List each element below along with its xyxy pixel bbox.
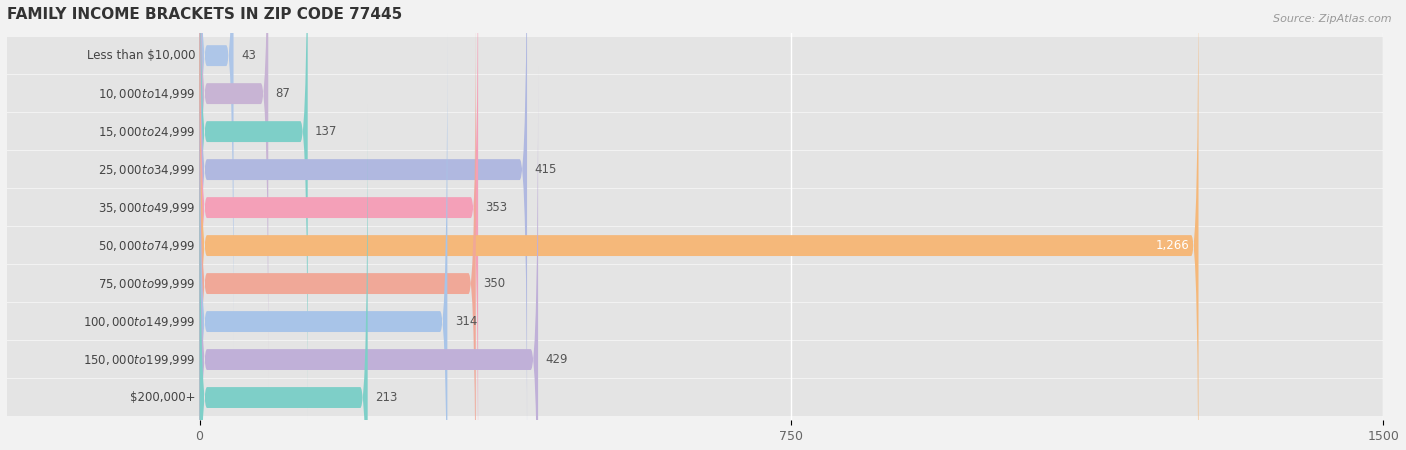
Text: 213: 213 <box>375 391 398 404</box>
Bar <box>7 227 1384 264</box>
Text: Less than $10,000: Less than $10,000 <box>87 49 195 62</box>
Text: $100,000 to $149,999: $100,000 to $149,999 <box>83 315 195 328</box>
Text: 87: 87 <box>276 87 291 100</box>
FancyBboxPatch shape <box>200 0 478 450</box>
Text: 137: 137 <box>315 125 337 138</box>
Text: 1,266: 1,266 <box>1156 239 1189 252</box>
Bar <box>7 113 1384 150</box>
Bar <box>7 303 1384 340</box>
FancyBboxPatch shape <box>200 0 233 349</box>
FancyBboxPatch shape <box>200 28 447 450</box>
Bar <box>7 341 1384 378</box>
FancyBboxPatch shape <box>200 0 527 450</box>
Text: $15,000 to $24,999: $15,000 to $24,999 <box>97 125 195 139</box>
FancyBboxPatch shape <box>200 0 1198 450</box>
Text: $150,000 to $199,999: $150,000 to $199,999 <box>83 352 195 367</box>
Text: 314: 314 <box>454 315 477 328</box>
Text: 429: 429 <box>546 353 568 366</box>
FancyBboxPatch shape <box>200 104 367 450</box>
Bar <box>7 189 1384 226</box>
Bar <box>7 379 1384 416</box>
FancyBboxPatch shape <box>200 66 538 450</box>
Text: $50,000 to $74,999: $50,000 to $74,999 <box>97 238 195 252</box>
Text: 43: 43 <box>240 49 256 62</box>
FancyBboxPatch shape <box>200 0 308 425</box>
FancyBboxPatch shape <box>200 0 269 387</box>
Text: 350: 350 <box>484 277 505 290</box>
FancyBboxPatch shape <box>200 0 475 450</box>
Text: $25,000 to $34,999: $25,000 to $34,999 <box>97 162 195 176</box>
Text: 415: 415 <box>534 163 557 176</box>
Bar <box>7 75 1384 112</box>
Bar <box>7 151 1384 188</box>
Bar <box>7 37 1384 74</box>
Text: $35,000 to $49,999: $35,000 to $49,999 <box>97 201 195 215</box>
Text: Source: ZipAtlas.com: Source: ZipAtlas.com <box>1274 14 1392 23</box>
Text: $75,000 to $99,999: $75,000 to $99,999 <box>97 277 195 291</box>
Text: $200,000+: $200,000+ <box>129 391 195 404</box>
Bar <box>7 265 1384 302</box>
Text: $10,000 to $14,999: $10,000 to $14,999 <box>97 86 195 101</box>
Text: FAMILY INCOME BRACKETS IN ZIP CODE 77445: FAMILY INCOME BRACKETS IN ZIP CODE 77445 <box>7 7 402 22</box>
Text: 353: 353 <box>485 201 508 214</box>
